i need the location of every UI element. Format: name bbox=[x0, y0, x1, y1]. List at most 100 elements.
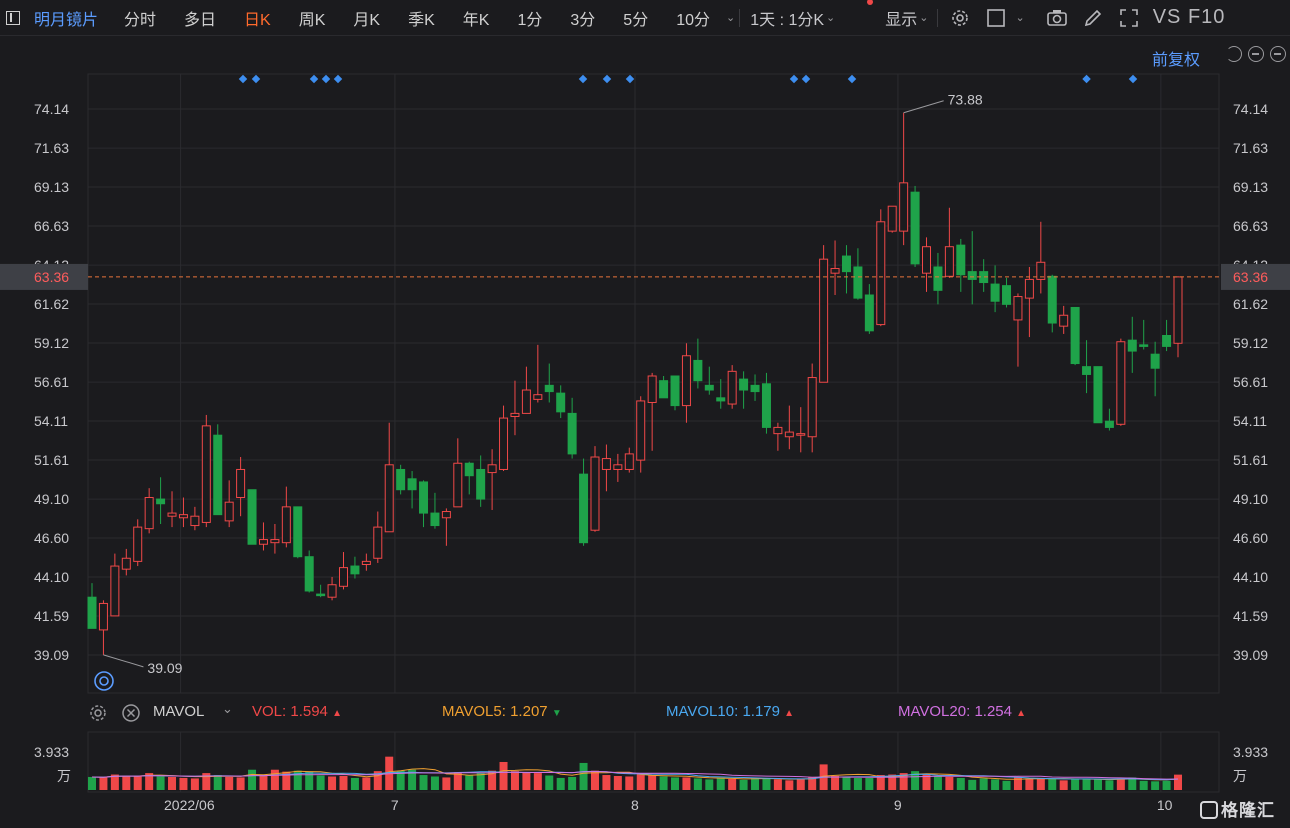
candle-body[interactable] bbox=[807, 377, 817, 438]
zoom-out-icon[interactable] bbox=[1248, 46, 1264, 62]
indicator-gear-icon[interactable] bbox=[88, 703, 108, 727]
square-icon[interactable] bbox=[983, 5, 1009, 31]
candle-body[interactable] bbox=[681, 355, 691, 407]
candle-body[interactable] bbox=[281, 506, 291, 544]
event-marker-icon[interactable] bbox=[333, 74, 343, 84]
indicator-close-icon[interactable] bbox=[121, 703, 141, 727]
camera-icon[interactable] bbox=[1044, 5, 1070, 31]
candle-body[interactable] bbox=[98, 602, 108, 631]
collapse-icon[interactable] bbox=[1270, 46, 1286, 62]
event-marker-icon[interactable] bbox=[251, 74, 261, 84]
candle-body[interactable] bbox=[864, 294, 874, 332]
candle-body[interactable] bbox=[944, 246, 954, 277]
candle-body[interactable] bbox=[773, 426, 783, 435]
chevron-down-icon[interactable]: ⌄ bbox=[726, 12, 736, 24]
tab-8[interactable]: 3分 bbox=[570, 11, 596, 29]
candle-body[interactable] bbox=[236, 468, 246, 499]
candle-body[interactable] bbox=[258, 539, 268, 545]
candle-body[interactable] bbox=[396, 468, 406, 491]
candle-body[interactable] bbox=[1162, 335, 1172, 347]
candle-body[interactable] bbox=[533, 394, 543, 400]
chevron-down-icon[interactable]: ⌄ bbox=[1015, 12, 1025, 24]
candle-body[interactable] bbox=[841, 255, 851, 273]
candle-body[interactable] bbox=[853, 266, 863, 299]
tab-2[interactable]: 日K bbox=[244, 11, 271, 29]
candle-body[interactable] bbox=[361, 560, 371, 565]
vs-f10-button[interactable]: VS F10 bbox=[1152, 6, 1226, 28]
candle-body[interactable] bbox=[899, 182, 909, 232]
expand-icon[interactable] bbox=[1116, 5, 1142, 31]
candle-body[interactable] bbox=[133, 526, 143, 562]
candle-body[interactable] bbox=[956, 244, 966, 276]
locate-icon[interactable] bbox=[94, 671, 114, 691]
candle-body[interactable] bbox=[887, 205, 897, 232]
candle-body[interactable] bbox=[1116, 341, 1126, 425]
candle-body[interactable] bbox=[464, 462, 474, 477]
candle-body[interactable] bbox=[693, 359, 703, 382]
candle-body[interactable] bbox=[1104, 420, 1114, 428]
candle-body[interactable] bbox=[87, 596, 97, 629]
event-marker-icon[interactable] bbox=[238, 74, 248, 84]
tab-1[interactable]: 多日 bbox=[184, 11, 217, 29]
tab-0[interactable]: 分时 bbox=[124, 11, 157, 29]
tab-10[interactable]: 10分 bbox=[676, 11, 711, 29]
candle-body[interactable] bbox=[338, 567, 348, 587]
candle-body[interactable] bbox=[761, 383, 771, 428]
candle-body[interactable] bbox=[453, 462, 463, 508]
candle-body[interactable] bbox=[156, 498, 166, 505]
candle-body[interactable] bbox=[1059, 314, 1069, 327]
candle-body[interactable] bbox=[670, 375, 680, 407]
candle-body[interactable] bbox=[727, 370, 737, 405]
candle-body[interactable] bbox=[430, 512, 440, 527]
tab-3[interactable]: 周K bbox=[298, 11, 326, 29]
candle-body[interactable] bbox=[121, 557, 131, 570]
candle-body[interactable] bbox=[350, 565, 360, 575]
candle-body[interactable] bbox=[1002, 285, 1012, 305]
reset-icon[interactable] bbox=[1226, 46, 1242, 62]
indicator-name[interactable]: MAVOL bbox=[153, 703, 205, 720]
candle-body[interactable] bbox=[556, 392, 566, 413]
candle-body[interactable] bbox=[933, 266, 943, 291]
candle-body[interactable] bbox=[704, 384, 714, 391]
candle-body[interactable] bbox=[544, 384, 554, 393]
event-marker-icon[interactable] bbox=[789, 74, 799, 84]
candle-body[interactable] bbox=[784, 431, 794, 438]
display-dropdown[interactable]: 显示 ⌄ bbox=[881, 0, 932, 36]
candle-body[interactable] bbox=[750, 384, 760, 393]
candle-body[interactable] bbox=[647, 375, 657, 403]
candle-body[interactable] bbox=[407, 478, 417, 491]
candle-body[interactable] bbox=[521, 389, 531, 414]
event-marker-icon[interactable] bbox=[625, 74, 635, 84]
tab-5[interactable]: 季K bbox=[408, 11, 435, 29]
tab-6[interactable]: 年K bbox=[462, 11, 490, 29]
candle-body[interactable] bbox=[373, 526, 383, 559]
candle-body[interactable] bbox=[110, 565, 120, 617]
event-marker-icon[interactable] bbox=[847, 74, 857, 84]
candle-body[interactable] bbox=[178, 514, 188, 519]
candle-body[interactable] bbox=[1139, 344, 1149, 347]
candle-body[interactable] bbox=[419, 481, 429, 514]
chevron-down-icon[interactable]: ⌄ bbox=[222, 701, 233, 716]
event-marker-icon[interactable] bbox=[1128, 74, 1138, 84]
candle-body[interactable] bbox=[590, 456, 600, 531]
candle-body[interactable] bbox=[1013, 296, 1023, 321]
candle-body[interactable] bbox=[1024, 278, 1034, 299]
candle-body[interactable] bbox=[659, 380, 669, 399]
candle-body[interactable] bbox=[819, 258, 829, 383]
candle-body[interactable] bbox=[739, 378, 749, 391]
event-marker-icon[interactable] bbox=[578, 74, 588, 84]
event-marker-icon[interactable] bbox=[801, 74, 811, 84]
pencil-icon[interactable] bbox=[1080, 5, 1106, 31]
candle-body[interactable] bbox=[144, 497, 154, 530]
candle-body[interactable] bbox=[1127, 339, 1137, 352]
candle-body[interactable] bbox=[624, 453, 634, 470]
candle-body[interactable] bbox=[967, 271, 977, 280]
event-marker-icon[interactable] bbox=[602, 74, 612, 84]
candle-body[interactable] bbox=[510, 412, 520, 418]
candle-body[interactable] bbox=[224, 501, 234, 522]
panel-toggle-icon[interactable] bbox=[6, 10, 20, 25]
candle-body[interactable] bbox=[796, 433, 806, 436]
candle-body[interactable] bbox=[441, 511, 451, 519]
candle-body[interactable] bbox=[922, 246, 932, 274]
